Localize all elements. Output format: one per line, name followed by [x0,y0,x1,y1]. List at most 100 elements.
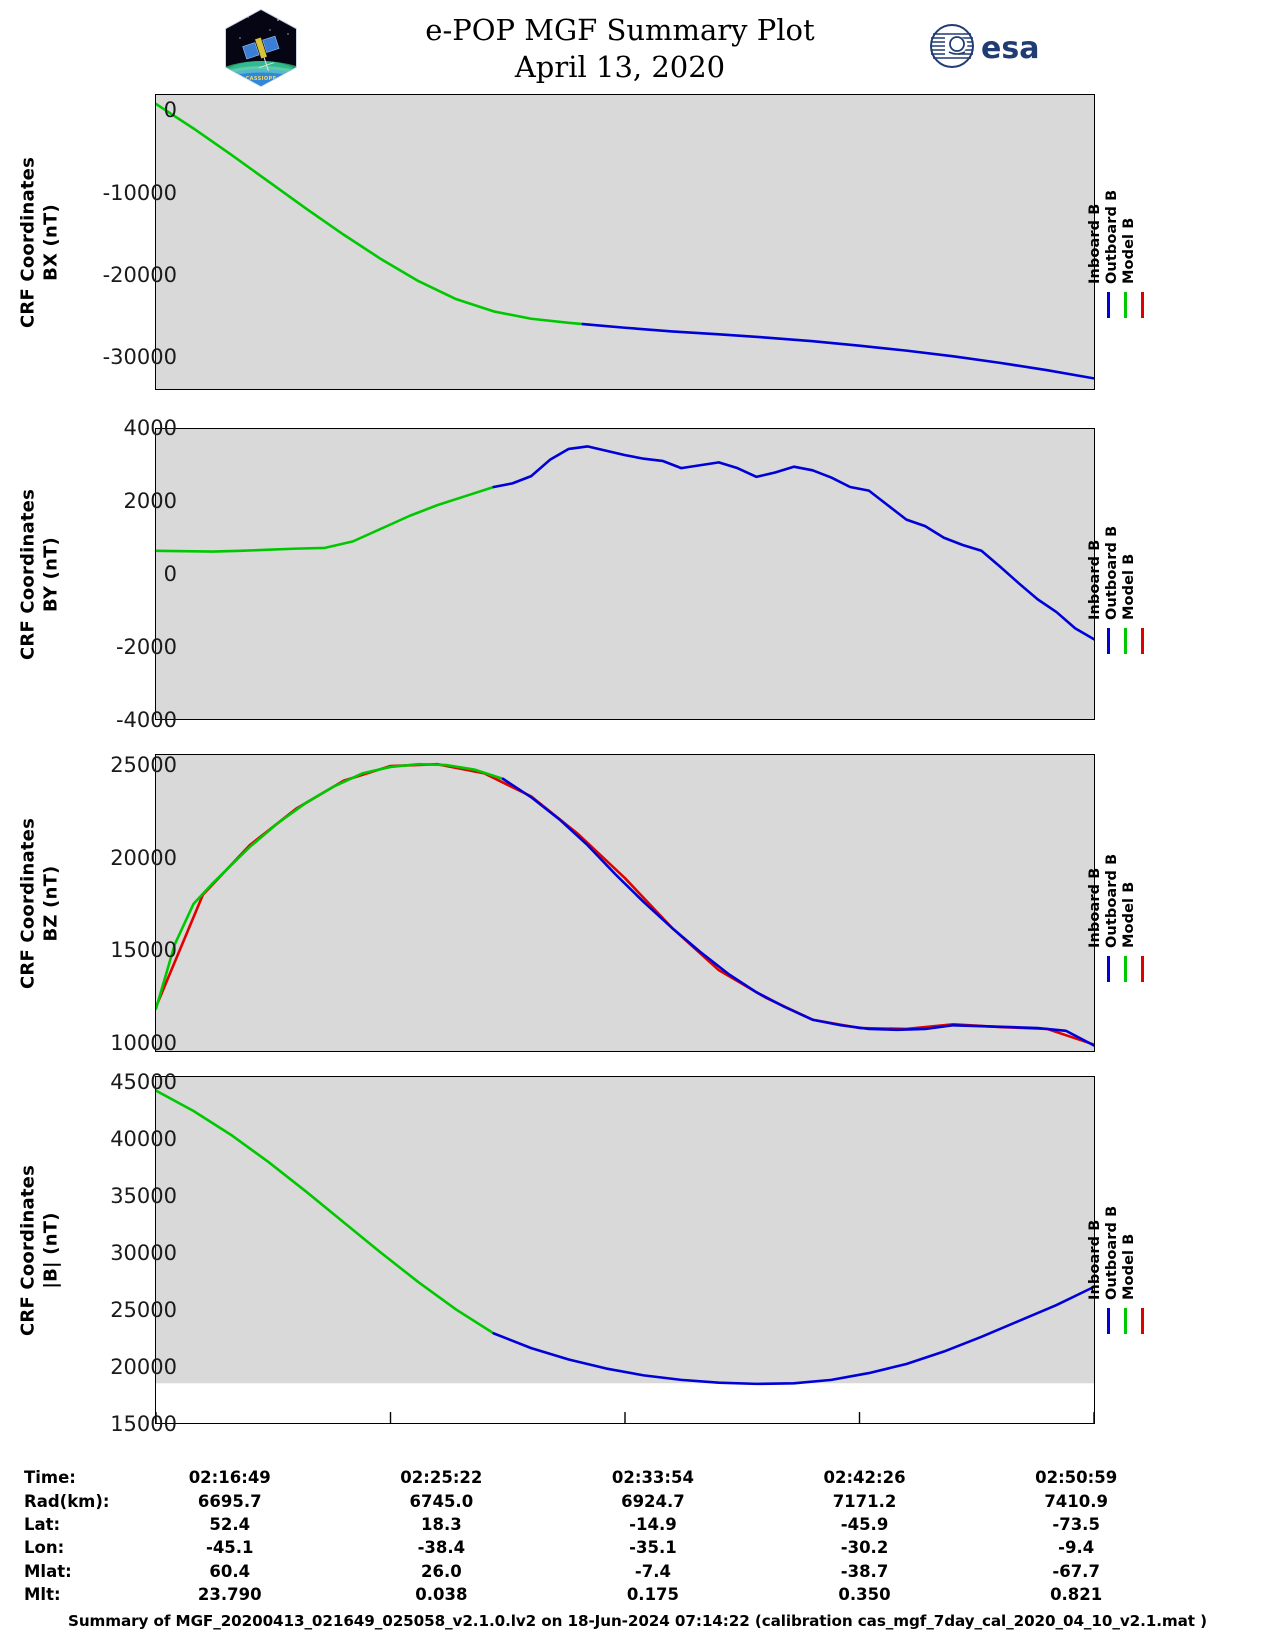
trace-inboard-b [494,1287,1094,1384]
table-cell: 6695.7 [197,1491,262,1511]
page-title: e-POP MGF Summary Plot April 13, 2020 [330,12,910,86]
table-row-label: Rad(km): [24,1491,110,1511]
table-cell: 52.4 [209,1514,251,1534]
table-cell: -38.4 [417,1538,466,1558]
table-cell: -9.4 [1058,1538,1095,1558]
table-row: Mlat: 60.4 26.0 -7.4 -38.7 -67.7 [22,1560,1182,1583]
table-cell: -30.2 [840,1538,889,1558]
axis-title-line-2: BZ (nT) [40,865,61,942]
table-row: Mlt: 23.790 0.038 0.175 0.350 0.821 [22,1583,1182,1606]
table-cell: 26.0 [420,1561,462,1581]
ytick-label: 35000 [110,1183,177,1208]
table-cell: -73.5 [1052,1514,1100,1534]
ytick-label: 25000 [110,753,177,778]
table-row-label: Lat: [24,1514,61,1534]
table-cell: 6745.0 [409,1491,474,1511]
ytick-label: -20000 [102,262,177,287]
table-cell: 02:42:26 [823,1468,906,1488]
legend-labels: Inboard B Outboard B Model B [1087,176,1175,284]
legend-label-inboard-b: Inboard B [1087,203,1103,284]
ytick-label: -30000 [102,345,177,370]
axes-frame-by [155,428,1095,720]
ytick-label: 20000 [110,845,177,870]
legend-swatch-outboard-b [1124,628,1127,654]
legend-label-outboard-b: Outboard B [1104,189,1120,284]
ytick-label: 25000 [110,1297,177,1322]
trace-outboard-b [156,1091,494,1334]
ytick-label: 4000 [123,416,177,440]
table-row: Rad(km): 6695.7 6745.0 6924.7 7171.2 7410.9 [22,1489,1182,1512]
ytick-label: 20000 [110,1354,177,1379]
trace-inboard-b [583,324,1094,378]
legend-swatch-model-b [1141,956,1144,982]
legend-swatch-outboard-b [1124,292,1127,318]
legend-label-model-b: Model B [1121,217,1137,284]
plot-area-bx [156,95,1094,389]
plot-panel-bx [155,94,1095,390]
cassiope-mission-patch-icon: CASSIOPE [222,8,300,88]
table-cell: 02:33:54 [611,1468,694,1488]
axes-frame-bz [155,754,1095,1052]
legend-labels: Inboard B Outboard B Model B [1087,840,1175,948]
legend-swatches [1103,292,1175,318]
title-line-1: e-POP MGF Summary Plot [425,13,815,47]
table-row-label: Mlat: [24,1561,72,1581]
ytick-label: 45000 [110,1069,177,1094]
table-cell: 0.175 [626,1585,680,1605]
ytick-label: 30000 [110,1240,177,1265]
table-row-label: Mlt: [24,1585,61,1605]
trace-outboard-b [156,487,494,552]
table-cell: -14.9 [629,1514,677,1534]
legend-swatches [1103,628,1175,654]
legend-swatches [1103,1308,1175,1334]
legend-label-model-b: Model B [1121,553,1137,620]
plot-panel-by [155,428,1095,720]
legend-label-model-b: Model B [1121,1233,1137,1300]
trace-model-b [156,764,1094,1044]
esa-wordmark: esa [981,31,1039,66]
legend-label-inboard-b: Inboard B [1087,867,1103,948]
table-cell: 60.4 [209,1561,251,1581]
axes-frame-babs [155,1076,1095,1424]
table-cell: 23.790 [197,1585,262,1605]
axis-title-line-1: CRF Coordinates [17,157,39,328]
table-cell: 0.350 [838,1585,891,1605]
ytick-label: 10000 [110,1030,177,1055]
table-cell: -67.7 [1052,1561,1100,1581]
plot-area-bz [156,755,1094,1051]
axis-title-bz: CRF Coordinates BZ (nT) [18,774,63,1034]
table-cell: 02:50:59 [1035,1468,1118,1488]
axes-frame-bx [155,94,1095,390]
ytick-label: 0 [163,562,177,586]
footer-provenance-text: Summary of MGF_20200413_021649_025058_v2… [68,1612,1207,1630]
legend-label-inboard-b: Inboard B [1087,539,1103,620]
table-row-label: Lon: [24,1538,65,1558]
ytick-label: 15000 [110,938,177,963]
axis-title-bx: CRF Coordinates BX (nT) [18,113,63,373]
ytick-label: 0 [163,98,177,123]
trace-outboard-b [156,764,503,1009]
table-row: Time: 02:16:49 02:25:22 02:33:54 02:42:26 02:… [22,1466,1182,1489]
trace-outboard-b [156,104,583,324]
plot-panel-bz [155,754,1095,1052]
ytick-label: -10000 [102,180,177,205]
legend-swatch-inboard-b [1107,292,1110,318]
axis-title-line-2: BX (nT) [40,204,61,281]
table-row: Lon: -45.1 -38.4 -35.1 -30.2 -9.4 [22,1536,1182,1559]
legend-label-outboard-b: Outboard B [1104,1205,1120,1300]
legend-label-inboard-b: Inboard B [1087,1219,1103,1300]
ytick-label: 40000 [110,1126,177,1151]
ytick-label: 2000 [123,489,177,513]
legend-swatch-model-b [1141,628,1144,654]
table-cell: -38.7 [840,1561,889,1581]
legend-swatch-outboard-b [1124,956,1127,982]
table-cell: -45.9 [840,1514,889,1534]
table-cell: 0.821 [1050,1585,1103,1605]
legend-swatch-model-b [1141,1308,1144,1334]
legend-swatch-inboard-b [1107,956,1110,982]
table-cell: -35.1 [629,1538,677,1558]
page-header: CASSIOPE e-POP MGF Summary Plot April 13… [0,0,1275,92]
table-cell: 02:16:49 [188,1468,271,1488]
plot-area-babs [156,1077,1094,1423]
table-row: Lat: 52.4 18.3 -14.9 -45.9 -73.5 [22,1513,1182,1536]
